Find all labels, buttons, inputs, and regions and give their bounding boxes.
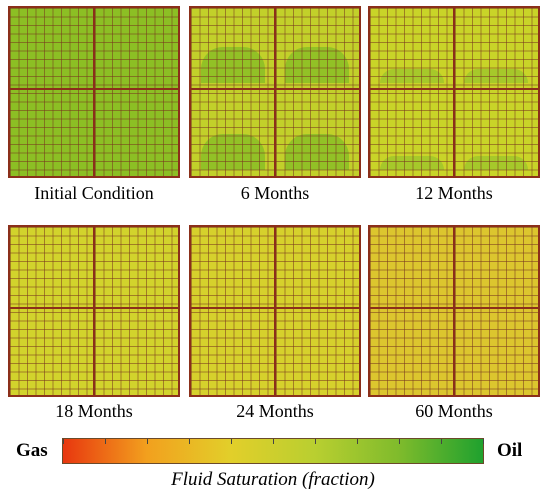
saturation-grid [189,6,361,178]
fracture-line [93,227,95,395]
saturation-grid [8,225,180,397]
panel-60-months [368,225,540,397]
panel-caption: 6 Months [240,183,310,203]
panel-initial [8,6,180,178]
colorbar-tick [231,439,232,444]
saturation-grid [189,225,361,397]
colorbar-tick [483,439,484,444]
colorbar-tick [147,439,148,444]
colorbar-tick [315,439,316,444]
fracture-line [10,87,178,90]
colorbar-tick [63,439,64,444]
saturation-colorbar [62,438,484,464]
fracture-line [274,8,276,176]
fracture-line [370,306,538,309]
fracture-line [274,227,276,395]
fracture-line [370,87,538,90]
saturation-grid [8,6,180,178]
colorbar-tick [357,439,358,444]
panel-12-months [368,6,540,178]
fracture-line [453,227,455,395]
fracture-line [453,8,455,176]
panel-caption: 24 Months [236,401,314,421]
panel-24-months [189,225,361,397]
panel-6-months [189,6,361,178]
fracture-line [191,306,359,309]
saturation-grid [368,6,540,178]
fracture-line [191,87,359,90]
legend-oil-label: Oil [497,440,523,461]
saturation-grid [368,225,540,397]
panel-caption: 60 Months [415,401,493,421]
panel-18-months [8,225,180,397]
colorbar-tick [399,439,400,444]
fracture-line [93,8,95,176]
colorbar-tick [441,439,442,444]
fracture-line [10,306,178,309]
colorbar-tick [189,439,190,444]
panel-caption: 12 Months [415,183,493,203]
legend-title: Fluid Saturation (fraction) [171,469,375,490]
panel-caption: 18 Months [55,401,133,421]
colorbar-tick [105,439,106,444]
colorbar-tick [273,439,274,444]
panel-caption: Initial Condition [34,183,154,203]
legend-gas-label: Gas [16,440,48,461]
